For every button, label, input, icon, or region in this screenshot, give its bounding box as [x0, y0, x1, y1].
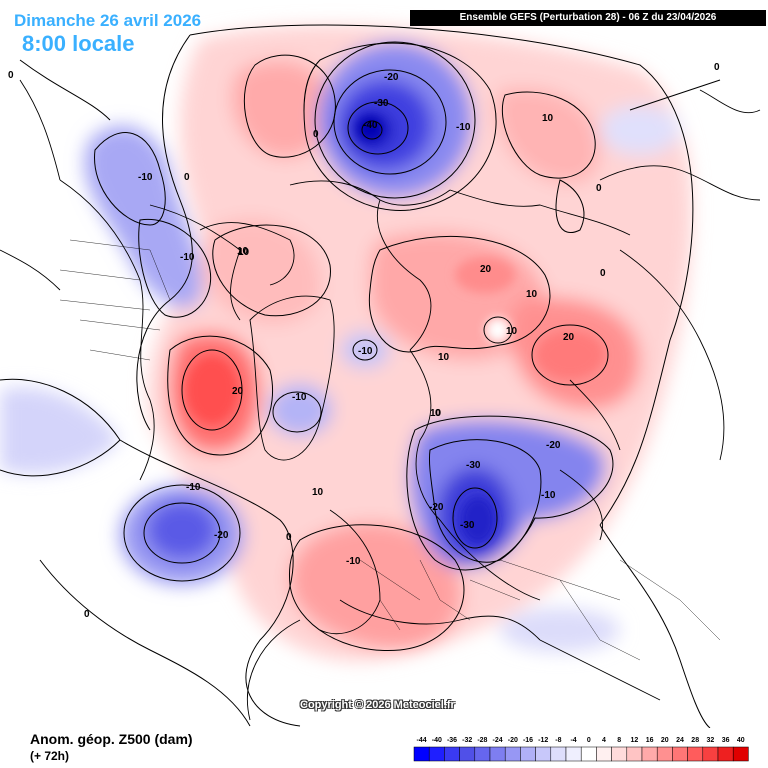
- contour-label: -10: [292, 392, 307, 403]
- contour-label: 0: [313, 129, 319, 140]
- legend-tick-label: 28: [691, 737, 699, 744]
- legend-swatch: [489, 746, 506, 762]
- legend-tick-label: 4: [602, 737, 606, 744]
- legend-tick-label: 32: [707, 737, 715, 744]
- legend-tick-label: -36: [447, 737, 457, 744]
- legend-tick-label: 36: [722, 737, 730, 744]
- legend-tick-label: 12: [631, 737, 639, 744]
- legend-tick-label: 8: [617, 737, 621, 744]
- legend-swatch: [732, 746, 749, 762]
- contour-label: -10: [186, 482, 201, 493]
- contour-label: 0: [84, 609, 90, 620]
- legend-swatch: [626, 746, 643, 762]
- variable-label: Anom. géop. Z500 (dam): [30, 731, 193, 747]
- legend-swatch: [641, 746, 658, 762]
- legend-tick-label: -4: [570, 737, 576, 744]
- legend-swatch: [535, 746, 552, 762]
- legend-tick-label: 16: [646, 737, 654, 744]
- legend-swatch: [474, 746, 491, 762]
- contour-label: -10: [346, 556, 361, 567]
- legend-swatch: [504, 746, 521, 762]
- legend-tick-label: -44: [417, 737, 427, 744]
- contour-label: 10: [237, 246, 249, 257]
- legend-swatch: [444, 746, 460, 762]
- coastlines: [0, 79, 761, 721]
- legend-swatch: [702, 746, 719, 762]
- legend-swatch: [459, 746, 476, 762]
- contour-label: 20: [232, 386, 244, 397]
- run-info-banner: Ensemble GEFS (Perturbation 28) - 06 Z d…: [410, 10, 766, 26]
- contour-label: 0: [8, 70, 14, 81]
- contour-label: -30: [466, 460, 481, 471]
- legend-tick-label: -12: [538, 737, 548, 744]
- borders: [59, 239, 721, 661]
- legend-tick-label: -20: [508, 737, 518, 744]
- contour-label: 0: [714, 62, 720, 73]
- contour-label: 10: [542, 113, 554, 124]
- legend-tick-label: -32: [462, 737, 472, 744]
- copyright-text: Copyright © 2026 Meteociel.fr: [300, 699, 455, 711]
- footer-bar: Anom. géop. Z500 (dam) (+ 72h) -44 -40 -36…: [0, 728, 768, 768]
- legend-swatch: [580, 746, 597, 762]
- contour-label: 0: [596, 183, 602, 194]
- lead-time-label: (+ 72h): [30, 749, 70, 763]
- contour-label: 10: [430, 408, 442, 419]
- legend-tick-label: -28: [477, 737, 487, 744]
- legend-swatch: [596, 746, 612, 762]
- forecast-time: 8:00 locale: [22, 31, 135, 56]
- legend-swatch: [717, 746, 734, 762]
- contour-label: 20: [563, 332, 575, 343]
- legend-swatch: [428, 746, 445, 762]
- contour-label: 0: [600, 268, 606, 279]
- contour-label: -20: [546, 440, 561, 451]
- legend-swatch: [550, 746, 567, 762]
- contour-label: 0: [286, 532, 292, 543]
- contour-label: 10: [238, 247, 250, 258]
- contour-label: 0: [184, 172, 190, 183]
- legend-tick-label: -16: [523, 737, 533, 744]
- legend-swatch: [413, 746, 430, 762]
- contour-label: -40: [363, 120, 378, 131]
- contour-label: 20: [480, 264, 492, 275]
- anomaly-fill: [0, 25, 692, 662]
- legend-tick-label: 20: [661, 737, 669, 744]
- contour-label: -20: [384, 72, 399, 83]
- contour-label: 10: [526, 289, 538, 300]
- contour-lines: [0, 24, 721, 728]
- contour-label: 10: [506, 326, 518, 337]
- legend-swatch: [687, 746, 704, 762]
- legend-swatch: [565, 746, 582, 762]
- anomaly-map: -40 -30 -20 -10 0 10 -10 0 -10 10 20 10 …: [0, 24, 761, 728]
- forecast-date: Dimanche 26 avril 2026: [14, 11, 202, 30]
- contour-label: -30: [460, 520, 475, 531]
- legend-tick-label: -24: [493, 737, 503, 744]
- legend-tick-label: 24: [676, 737, 684, 744]
- legend-tick-label: -40: [432, 737, 442, 744]
- contour-label: -10: [541, 490, 556, 501]
- contour-label: -20: [429, 502, 444, 513]
- contour-label: -30: [374, 98, 389, 109]
- contour-label: -10: [180, 252, 195, 263]
- contour-label: -10: [358, 346, 373, 357]
- contour-label: 0: [435, 408, 441, 419]
- legend-tick-label: 40: [737, 737, 745, 744]
- legend-swatch: [611, 746, 628, 762]
- contour-label: -10: [456, 122, 471, 133]
- contour-label: -10: [138, 172, 153, 183]
- contour-label: 10: [438, 352, 450, 363]
- contour-label: 10: [312, 487, 324, 498]
- contour-label: -20: [214, 530, 229, 541]
- legend-swatch: [656, 746, 673, 762]
- legend-swatch: [520, 746, 536, 762]
- contour-labels: -40 -30 -20 -10 0 10 -10 0 -10 10 20 10 …: [8, 62, 720, 620]
- legend-tick-label: -8: [555, 737, 561, 744]
- legend-swatch: [672, 746, 688, 762]
- legend-tick-label: 0: [587, 737, 591, 744]
- color-scale-legend: -44 -40 -36 -32 -28 -24 -20 -16 -12 -8 -4 0 4 8 12 16 20…: [413, 737, 749, 762]
